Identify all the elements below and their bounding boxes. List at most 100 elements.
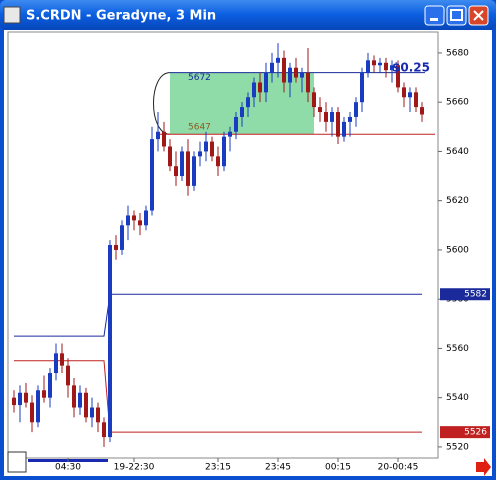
- candle-body: [126, 215, 130, 226]
- candle-body: [36, 390, 40, 423]
- candle-body: [168, 146, 172, 167]
- box-bottom-label: 5647: [188, 123, 211, 133]
- candle-body: [162, 131, 166, 147]
- y-tick-label: 5680: [446, 48, 469, 58]
- candle-body: [390, 65, 394, 71]
- candle-body: [228, 131, 232, 137]
- candle-body: [372, 60, 376, 66]
- y-tick-label: 5560: [446, 344, 469, 354]
- price-tag-label: 5582: [464, 290, 487, 300]
- annotation: $0.25: [392, 61, 430, 75]
- x-tick-label: 04:30: [55, 463, 81, 473]
- candle-body: [138, 220, 142, 226]
- candle-body: [192, 156, 196, 186]
- candle-body: [108, 245, 112, 438]
- candle-body: [90, 407, 94, 418]
- candle-body: [300, 72, 304, 78]
- candle-body: [72, 385, 76, 408]
- candle-body: [354, 102, 358, 117]
- y-tick-label: 5640: [446, 147, 469, 157]
- candle-body: [144, 210, 148, 226]
- scroll-arrow[interactable]: [476, 458, 491, 476]
- candle-body: [120, 225, 124, 250]
- price-tag: [440, 426, 490, 439]
- candle-body: [216, 156, 220, 167]
- candle-body: [84, 392, 88, 418]
- candle-body: [60, 353, 64, 366]
- candle-body: [402, 87, 406, 98]
- x-tick-label: 23:15: [205, 463, 231, 473]
- candle-body: [96, 407, 100, 423]
- candle-body: [42, 390, 46, 398]
- candle-body: [114, 245, 118, 250]
- candle-body: [294, 67, 298, 78]
- candle-body: [78, 392, 82, 408]
- close-icon: [473, 10, 484, 21]
- y-tick-label: 5600: [446, 245, 469, 255]
- candle-body: [360, 72, 364, 103]
- candle-body: [66, 365, 70, 386]
- y-tick-label: 5520: [446, 442, 469, 452]
- candle-body: [408, 92, 412, 98]
- price-tag-label: 5526: [464, 428, 487, 438]
- candle-body: [150, 139, 154, 211]
- candle-body: [102, 422, 106, 438]
- candle-body: [156, 131, 160, 140]
- candle-body: [234, 116, 238, 132]
- candle-body: [288, 67, 292, 83]
- candle-body: [342, 121, 346, 137]
- candle-body: [252, 82, 256, 98]
- price-tag: [440, 288, 490, 301]
- candle-body: [24, 392, 28, 403]
- x-tick-label: 20-00:45: [378, 463, 419, 473]
- y-tick-label: 5620: [446, 196, 469, 206]
- candle-body: [48, 373, 52, 398]
- box-top-label: 5672: [188, 73, 211, 83]
- candle-body: [282, 57, 286, 83]
- candle-body: [348, 116, 352, 122]
- candle-body: [378, 62, 382, 66]
- candle-body: [420, 107, 424, 115]
- candle-body: [198, 151, 202, 157]
- candle-body: [132, 215, 136, 221]
- candle-body: [30, 402, 34, 423]
- candle-body: [204, 141, 208, 152]
- candle-body: [240, 107, 244, 117]
- candle-body: [12, 397, 16, 406]
- candle-body: [312, 92, 316, 108]
- candle-body: [174, 166, 178, 177]
- band-line: [14, 360, 422, 433]
- candle-body: [18, 392, 22, 406]
- candle-body: [384, 62, 388, 71]
- candle-body: [54, 353, 58, 374]
- candle-body: [246, 97, 250, 108]
- candle-body: [396, 65, 400, 88]
- title-bar: [0, 0, 496, 30]
- window-title: S.CRDN - Geradyne, 3 Min: [26, 9, 216, 24]
- minimize-icon: [430, 18, 438, 21]
- candle-body: [258, 82, 262, 93]
- candle-body: [270, 62, 274, 73]
- x-tick-label: 19-22:30: [114, 463, 155, 473]
- candle-body: [324, 112, 328, 122]
- x-tick-label: 00:15: [325, 463, 351, 473]
- app-icon: [3, 6, 21, 24]
- x-tick-label: 23:45: [265, 463, 291, 473]
- y-tick-label: 5660: [446, 98, 469, 108]
- y-tick-label: 5540: [446, 393, 469, 403]
- candle-body: [264, 72, 268, 93]
- candle-body: [222, 136, 226, 167]
- minimize-button[interactable]: [424, 5, 445, 26]
- corner-box: [7, 451, 27, 473]
- candle-body: [366, 60, 370, 73]
- maximize-button[interactable]: [446, 5, 467, 26]
- candle-body: [180, 151, 184, 177]
- maximize-icon: [450, 9, 463, 21]
- candle-body: [336, 112, 340, 137]
- candle-body: [306, 72, 310, 93]
- candle-body: [318, 107, 322, 113]
- candle-body: [210, 141, 214, 157]
- candle-body: [330, 112, 334, 122]
- candle-body: [414, 92, 418, 108]
